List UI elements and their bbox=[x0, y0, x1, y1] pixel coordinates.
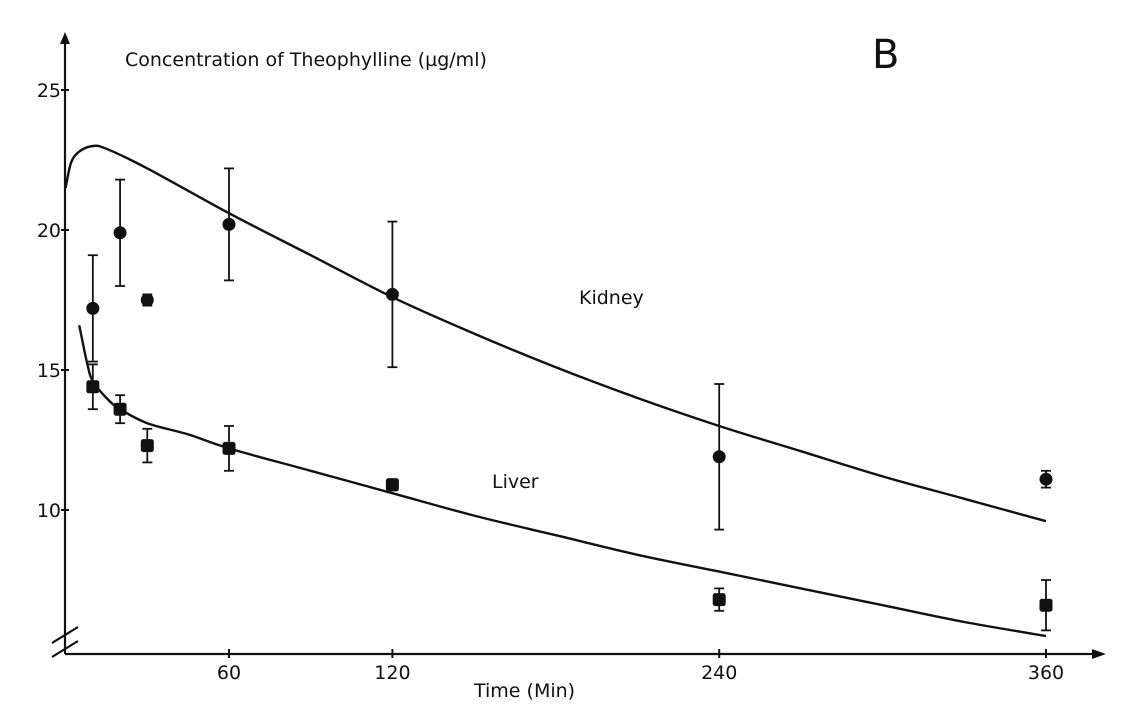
x-axis-label: Time (Min) bbox=[473, 680, 575, 702]
x-tick-label: 360 bbox=[1028, 662, 1064, 684]
marker-circle bbox=[140, 293, 154, 307]
data-point-kidney bbox=[222, 167, 236, 282]
y-axis-label: Concentration of Theophylline (µg/ml) bbox=[125, 49, 487, 71]
y-tick-label: 10 bbox=[37, 500, 61, 522]
marker-square bbox=[712, 593, 726, 607]
marker-square bbox=[1039, 598, 1053, 612]
series-label-liver: Liver bbox=[492, 471, 539, 493]
data-points bbox=[86, 167, 1053, 632]
data-point-liver bbox=[222, 425, 236, 472]
marker-square bbox=[86, 380, 100, 394]
fit-curve-kidney bbox=[64, 144, 1047, 523]
marker-circle bbox=[1039, 472, 1053, 486]
marker-square bbox=[385, 478, 399, 492]
marker-circle bbox=[86, 301, 100, 315]
x-tick-label: 60 bbox=[217, 662, 241, 684]
data-point-liver bbox=[1039, 579, 1053, 632]
axis-break-mark bbox=[51, 626, 79, 644]
fit-curves bbox=[64, 144, 1047, 638]
marker-circle bbox=[385, 287, 399, 301]
marker-circle bbox=[222, 217, 236, 231]
y-axis-arrow bbox=[60, 32, 70, 44]
series-label-kidney: Kidney bbox=[579, 287, 644, 309]
marker-square bbox=[222, 441, 236, 455]
marker-square bbox=[113, 402, 127, 416]
data-point-kidney bbox=[140, 293, 154, 307]
panel-label: B bbox=[872, 32, 899, 78]
marker-square bbox=[140, 439, 154, 453]
data-point-liver bbox=[113, 394, 127, 425]
data-point-kidney bbox=[113, 178, 127, 287]
data-point-kidney bbox=[385, 220, 399, 369]
tick-labels: 10 15 20 25 60 120 240 360 bbox=[37, 80, 1064, 684]
fit-curve-liver bbox=[78, 324, 1047, 638]
marker-circle bbox=[712, 450, 726, 464]
data-point-liver bbox=[86, 363, 100, 411]
data-point-kidney bbox=[1039, 469, 1053, 489]
axes bbox=[51, 32, 1106, 659]
axis-break-mark bbox=[51, 640, 79, 658]
data-point-liver bbox=[712, 587, 726, 612]
data-point-liver bbox=[140, 427, 154, 464]
data-point-kidney bbox=[712, 383, 726, 531]
x-axis-arrow bbox=[1092, 649, 1106, 659]
y-tick-label: 15 bbox=[37, 360, 61, 382]
x-tick-label: 240 bbox=[701, 662, 737, 684]
y-tick-label: 20 bbox=[37, 220, 61, 242]
y-tick-label: 25 bbox=[37, 80, 61, 102]
marker-circle bbox=[113, 226, 127, 240]
x-tick-label: 120 bbox=[374, 662, 410, 684]
data-point-kidney bbox=[86, 254, 100, 363]
data-point-liver bbox=[385, 478, 399, 492]
